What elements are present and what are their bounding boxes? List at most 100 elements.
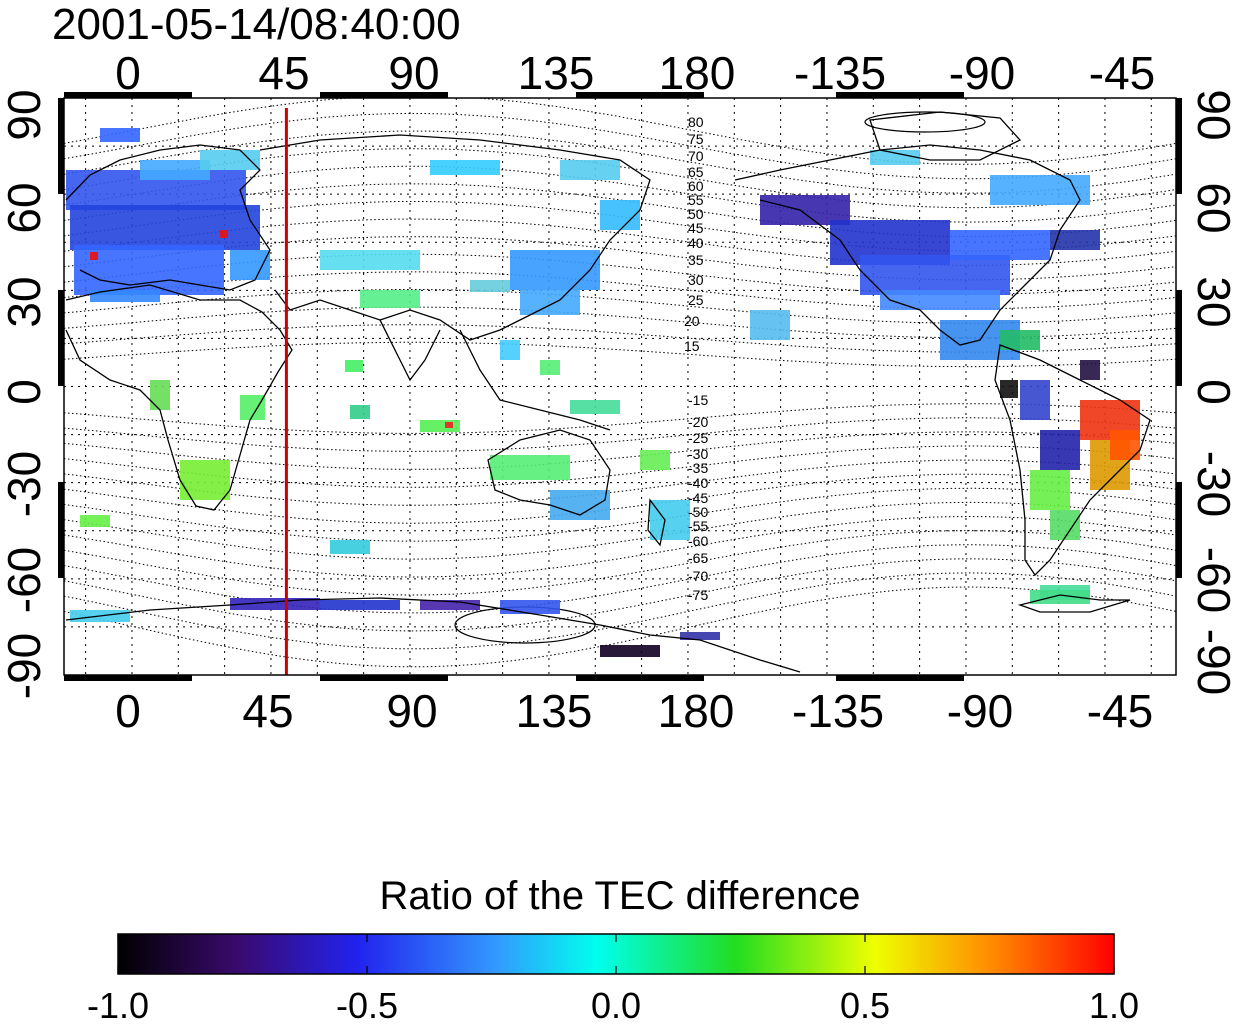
tec-data-patch: [1050, 510, 1080, 540]
contour-label: 70: [688, 148, 704, 164]
coastlines: [65, 111, 1151, 673]
contour-label: 35: [688, 252, 704, 268]
tec-data-patch: [990, 175, 1090, 205]
contour-label: 15: [684, 338, 700, 354]
tec-data-patch: [1030, 470, 1070, 510]
tec-data-patch: [230, 598, 320, 610]
coastline-india: [379, 319, 441, 382]
contour-label: 20: [684, 313, 700, 329]
contour-label: 80: [688, 114, 704, 130]
bottom-lon-tick: 0: [115, 685, 141, 737]
contour-label: -35: [688, 460, 709, 476]
tec-data-patch: [870, 150, 920, 165]
coastline-south-america: [994, 344, 1151, 577]
contour-label: -20: [688, 414, 709, 430]
tec-data-patch: [230, 250, 270, 280]
coastline-africa: [65, 284, 293, 511]
contour-label: 65: [688, 164, 704, 180]
colorbar-title: Ratio of the TEC difference: [379, 874, 861, 918]
contour-label: -25: [688, 430, 709, 446]
coastline-north-america: [734, 144, 1081, 346]
contour-label: -60: [688, 533, 709, 549]
colorbar-tick-label: 0.5: [839, 985, 891, 1026]
mlat-contour: [64, 515, 1176, 578]
tec-data-patch: [345, 360, 363, 372]
bottom-lon-tick: -45: [1086, 685, 1154, 737]
top-lon-tick: 0: [115, 47, 141, 99]
top-lon-tick: 90: [388, 47, 440, 99]
tec-data-patch: [420, 600, 480, 610]
contour-label: 55: [688, 192, 704, 208]
tec-data-patch: [100, 128, 140, 142]
contour-label: -15: [688, 392, 709, 408]
mlat-contour: [64, 558, 1176, 632]
tec-data-patch: [180, 460, 230, 500]
tec-data-patch: [445, 422, 453, 428]
tec-data-patch: [80, 515, 110, 527]
mlat-contour: [64, 487, 1176, 542]
coastline-antarctic-peninsula: [1017, 594, 1131, 613]
mlat-contour: [64, 341, 1176, 368]
coastline-antarctica: [65, 597, 801, 673]
tec-data-patch: [1030, 590, 1090, 604]
tec-data-patch: [74, 245, 224, 295]
tec-data-patch: [1050, 230, 1100, 250]
contour-label: 60: [688, 178, 704, 194]
tec-data-patch: [510, 250, 600, 290]
tec-data-patch: [560, 160, 620, 180]
tec-data-patch: [680, 632, 720, 640]
coastline-asia: [259, 134, 651, 341]
mlat-contour: [64, 417, 1176, 452]
bottom-lon-tick: 135: [515, 685, 593, 737]
contour-label: -55: [688, 518, 709, 534]
tec-data-patch: [1000, 380, 1018, 398]
coastline-greenland: [869, 111, 1022, 161]
coastline-se-asia: [459, 329, 611, 431]
tec-data-patch: [220, 230, 228, 238]
tec-data-patch: [420, 420, 460, 432]
bottom-lon-tick: -90: [946, 685, 1014, 737]
coastline-europe: [65, 144, 271, 291]
bottom-lon-tick: 180: [657, 685, 735, 737]
tec-data-patch: [70, 205, 260, 250]
tec-data-patch: [520, 290, 580, 315]
tec-data-patch: [950, 230, 1050, 260]
top-lon-tick: 135: [517, 47, 595, 99]
tec-data-patch: [360, 290, 420, 308]
tec-data-patch: [1040, 430, 1080, 470]
tec-data-patch: [330, 540, 370, 554]
tec-data-patch: [90, 290, 160, 302]
bottom-lon-tick: -135: [791, 685, 885, 737]
top-lon-tick: -45: [1088, 47, 1156, 99]
mlat-contour: [64, 148, 1176, 209]
tec-data-patch: [570, 400, 620, 414]
mlat-contour: [64, 98, 1176, 165]
top-lon-tick: 45: [258, 47, 310, 99]
top-lon-tick: 180: [658, 47, 736, 99]
tec-data-patch: [200, 150, 260, 170]
contour-label: -50: [688, 504, 709, 520]
tec-data-patch: [1020, 380, 1050, 420]
tec-data-patch: [490, 455, 570, 480]
tec-data-patch: [1110, 430, 1140, 460]
colorbar-tick-label: 1.0: [1088, 985, 1140, 1026]
tec-data-patch: [640, 450, 670, 470]
contour-label: 75: [688, 131, 704, 147]
mlat-contour: [64, 431, 1176, 470]
tec-data-patch: [320, 600, 400, 610]
tec-ratio-data: [66, 128, 1140, 657]
tec-data-patch: [500, 600, 560, 614]
coastline-new-zealand: [647, 498, 666, 547]
top-lon-tick: -135: [793, 47, 887, 99]
pole-contour: [864, 111, 986, 133]
tec-data-patch: [150, 380, 170, 410]
contour-label: 40: [688, 235, 704, 251]
mlat-contour: [64, 165, 1176, 223]
tec-data-patch: [880, 290, 1000, 310]
mlat-contour: [64, 530, 1176, 596]
tec-data-patch: [650, 500, 690, 540]
colorbar-tick-label: 0.0: [590, 985, 642, 1026]
tec-data-patch: [1080, 360, 1100, 380]
tec-data-patch: [90, 252, 98, 260]
